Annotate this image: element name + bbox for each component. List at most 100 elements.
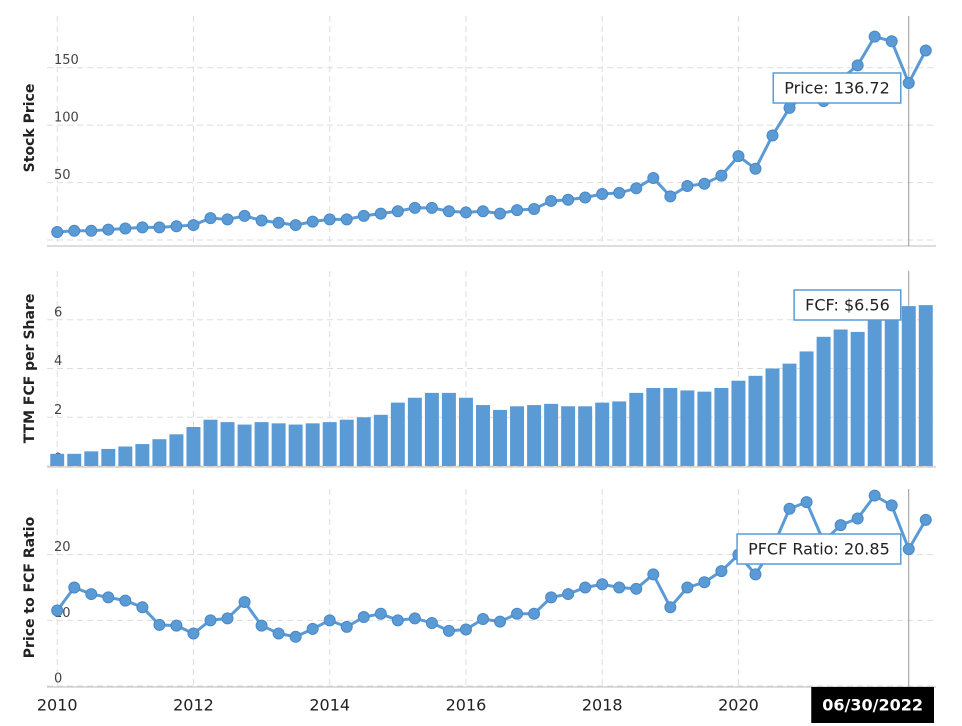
bar xyxy=(356,417,371,466)
point xyxy=(783,502,796,515)
point xyxy=(340,213,353,226)
point xyxy=(511,204,524,217)
x-tick-label: 2016 xyxy=(446,696,487,715)
bar xyxy=(782,363,797,466)
bar xyxy=(527,405,542,466)
point xyxy=(681,180,694,193)
bar xyxy=(118,446,133,466)
point xyxy=(749,568,762,581)
point xyxy=(408,612,421,625)
point xyxy=(630,582,643,595)
bar xyxy=(799,351,814,466)
point xyxy=(851,59,864,72)
x-tick-label: 2018 xyxy=(582,696,623,715)
point xyxy=(630,182,643,195)
point xyxy=(851,512,864,525)
y-tick-label: 100 xyxy=(54,111,79,126)
point xyxy=(442,205,455,218)
point xyxy=(102,223,115,236)
point xyxy=(272,627,285,640)
bar xyxy=(680,390,695,466)
bar xyxy=(424,392,439,466)
bar xyxy=(203,419,218,466)
point xyxy=(681,581,694,594)
point xyxy=(272,216,285,229)
point xyxy=(102,591,115,604)
bar xyxy=(867,319,882,466)
bar xyxy=(186,427,201,466)
point xyxy=(613,186,626,199)
point xyxy=(698,177,711,190)
point xyxy=(170,220,183,233)
point xyxy=(562,193,575,206)
bar xyxy=(748,375,763,466)
point xyxy=(545,591,558,604)
point xyxy=(391,205,404,218)
point xyxy=(715,565,728,578)
point xyxy=(357,209,370,222)
point xyxy=(238,209,251,222)
bar xyxy=(561,406,576,466)
y-tick-label: 2 xyxy=(54,403,62,418)
point xyxy=(919,44,932,57)
tooltip-text: PFCF Ratio: 20.85 xyxy=(748,540,890,559)
point xyxy=(323,614,336,627)
point xyxy=(494,207,507,220)
point xyxy=(289,630,302,643)
y-tick-label: 4 xyxy=(54,354,62,369)
bar xyxy=(850,331,865,466)
point xyxy=(153,618,166,631)
point xyxy=(476,613,489,626)
point xyxy=(783,101,796,114)
bar xyxy=(220,422,235,466)
point xyxy=(255,619,268,632)
point xyxy=(119,594,132,607)
y-tick-label: 20 xyxy=(54,540,71,555)
point xyxy=(425,201,438,214)
point xyxy=(766,129,779,142)
bar xyxy=(714,388,729,466)
bar xyxy=(595,402,610,466)
point xyxy=(391,614,404,627)
point xyxy=(494,615,507,628)
bar xyxy=(169,434,184,466)
point xyxy=(664,190,677,203)
bar xyxy=(476,405,490,466)
bar xyxy=(441,392,456,466)
point xyxy=(459,623,472,636)
bar xyxy=(254,422,269,466)
point xyxy=(408,201,421,214)
point xyxy=(68,581,81,594)
point xyxy=(885,499,898,512)
point xyxy=(306,215,319,228)
point xyxy=(238,595,251,608)
cursor-label: 06/30/2022 xyxy=(811,687,934,723)
bar xyxy=(731,380,746,466)
bar xyxy=(544,403,559,466)
point xyxy=(323,213,336,226)
bar xyxy=(84,451,99,466)
point xyxy=(289,219,302,232)
bar xyxy=(101,448,116,466)
point xyxy=(51,225,64,238)
point xyxy=(664,601,677,614)
point xyxy=(204,614,217,627)
point xyxy=(868,30,881,43)
bar xyxy=(390,402,405,466)
point xyxy=(596,188,609,201)
x-tick-label: 2014 xyxy=(309,696,350,715)
line xyxy=(56,493,928,639)
point xyxy=(596,578,609,591)
cursor-label-box xyxy=(811,687,934,723)
point xyxy=(834,519,847,532)
x-tick-label: 2020 xyxy=(718,696,759,715)
bar xyxy=(373,414,388,466)
point xyxy=(885,35,898,48)
point xyxy=(153,221,166,234)
bar xyxy=(816,336,831,466)
point xyxy=(902,76,915,89)
y-tick-label: 150 xyxy=(54,53,79,68)
line xyxy=(57,34,928,234)
bar xyxy=(339,419,354,466)
point xyxy=(698,576,711,589)
